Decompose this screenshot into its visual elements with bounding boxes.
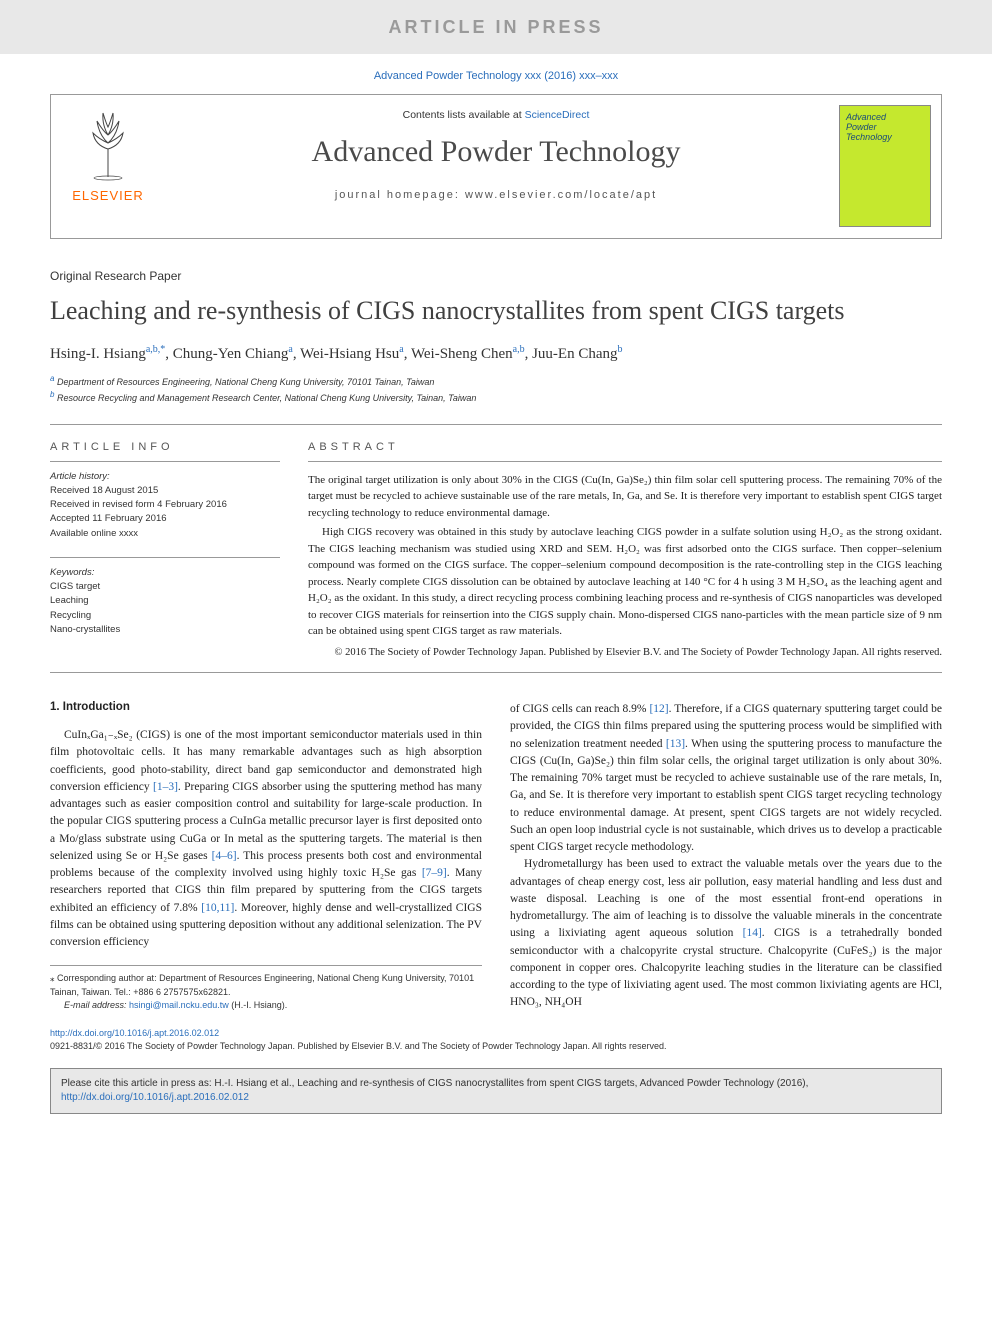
ref-link[interactable]: [13] [666, 738, 685, 750]
copyright: © 2016 The Society of Powder Technology … [308, 646, 942, 661]
affiliations: a Department of Resources Engineering, N… [50, 373, 942, 406]
elsevier-logo: ELSEVIER [63, 105, 153, 203]
abstract-head: ABSTRACT [308, 441, 942, 453]
contents-line: Contents lists available at ScienceDirec… [51, 95, 941, 121]
author-aff-tag: a,b [513, 344, 525, 355]
author-name: Wei-Hsiang Hsu [300, 346, 399, 362]
history-line: Available online xxxx [50, 527, 280, 541]
affiliation-line: b Resource Recycling and Management Rese… [50, 389, 942, 406]
keyword: CIGS target [50, 580, 280, 594]
body-paragraph: of CIGS cells can reach 8.9% [12]. There… [510, 701, 942, 856]
article-history: Article history: Received 18 August 2015… [50, 461, 280, 541]
issn-line: 0921-8831/© 2016 The Society of Powder T… [50, 1041, 667, 1051]
paper-title: Leaching and re-synthesis of CIGS nanocr… [50, 295, 942, 328]
sciencedirect-link[interactable]: ScienceDirect [525, 109, 590, 121]
history-line: Accepted 11 February 2016 [50, 512, 280, 526]
elsevier-name: ELSEVIER [63, 188, 153, 203]
affiliation-line: a Department of Resources Engineering, N… [50, 373, 942, 390]
body-paragraph: Hydrometallurgy has been used to extract… [510, 856, 942, 1011]
contents-prefix: Contents lists available at [403, 109, 525, 121]
author-name: Juu-En Chang [532, 346, 617, 362]
keyword: Nano-crystallites [50, 623, 280, 637]
body-paragraph: CuInₓGa₁₋ₓSe₂ (CIGS) is one of the most … [50, 727, 482, 951]
ref-link[interactable]: [10,11] [201, 902, 234, 914]
author-name: Chung-Yen Chiang [173, 346, 289, 362]
intro-heading: 1. Introduction [50, 701, 482, 713]
article-info-head: ARTICLE INFO [50, 441, 280, 453]
ref-link[interactable]: [4–6] [212, 850, 237, 862]
body-text-left: CuInₓGa₁₋ₓSe₂ (CIGS) is one of the most … [50, 727, 482, 951]
history-line: Received in revised form 4 February 2016 [50, 498, 280, 512]
cover-line: Advanced [846, 112, 924, 122]
author-name: Wei-Sheng Chen [411, 346, 513, 362]
cover-line: Technology [846, 132, 924, 142]
cite-text: Please cite this article in press as: H.… [61, 1078, 808, 1089]
author-list: Hsing-I. Hsianga,b,*, Chung-Yen Chianga,… [50, 344, 942, 363]
author-aff-tag: a [288, 344, 292, 355]
doi-block: http://dx.doi.org/10.1016/j.apt.2016.02.… [50, 1027, 942, 1054]
footnotes: ⁎ Corresponding author at: Department of… [50, 965, 482, 1013]
divider [50, 672, 942, 673]
journal-reference: Advanced Powder Technology xxx (2016) xx… [0, 54, 992, 94]
journal-header: ELSEVIER Contents lists available at Sci… [50, 94, 942, 239]
journal-homepage: journal homepage: www.elsevier.com/locat… [51, 169, 941, 201]
history-label: Article history: [50, 470, 280, 484]
keywords-block: Keywords: CIGS targetLeachingRecyclingNa… [50, 557, 280, 637]
author-aff-tag: b [618, 344, 623, 355]
email-suffix: (H.-I. Hsiang). [229, 1000, 288, 1010]
corresponding-note: ⁎ Corresponding author at: Department of… [50, 972, 482, 999]
cite-box: Please cite this article in press as: H.… [50, 1068, 942, 1114]
author-name: Hsing-I. Hsiang [50, 346, 146, 362]
journal-title: Advanced Powder Technology [51, 121, 941, 169]
keyword: Leaching [50, 594, 280, 608]
press-banner: ARTICLE IN PRESS [0, 0, 992, 54]
cite-doi-link[interactable]: http://dx.doi.org/10.1016/j.apt.2016.02.… [61, 1092, 249, 1103]
body-text-right: of CIGS cells can reach 8.9% [12]. There… [510, 701, 942, 1012]
doi-link[interactable]: http://dx.doi.org/10.1016/j.apt.2016.02.… [50, 1028, 219, 1038]
cover-line: Powder [846, 122, 924, 132]
author-aff-tag: a [399, 344, 403, 355]
paper-type: Original Research Paper [50, 269, 942, 283]
divider [50, 424, 942, 425]
email-label: E-mail address: [64, 1000, 129, 1010]
ref-link[interactable]: [12] [649, 703, 668, 715]
abstract-text: The original target utilization is only … [308, 461, 942, 661]
keyword: Recycling [50, 609, 280, 623]
abstract-p: High CIGS recovery was obtained in this … [308, 524, 942, 640]
journal-cover-thumb: Advanced Powder Technology [839, 105, 931, 227]
email-link[interactable]: hsingi@mail.ncku.edu.tw [129, 1000, 229, 1010]
abstract-p: The original target utilization is only … [308, 472, 942, 522]
history-line: Received 18 August 2015 [50, 484, 280, 498]
ref-link[interactable]: [1–3] [153, 781, 178, 793]
keywords-label: Keywords: [50, 566, 280, 580]
author-aff-tag: a,b,* [146, 344, 165, 355]
ref-link[interactable]: [7–9] [422, 867, 447, 879]
tree-icon [75, 105, 141, 181]
ref-link[interactable]: [14] [743, 927, 762, 939]
